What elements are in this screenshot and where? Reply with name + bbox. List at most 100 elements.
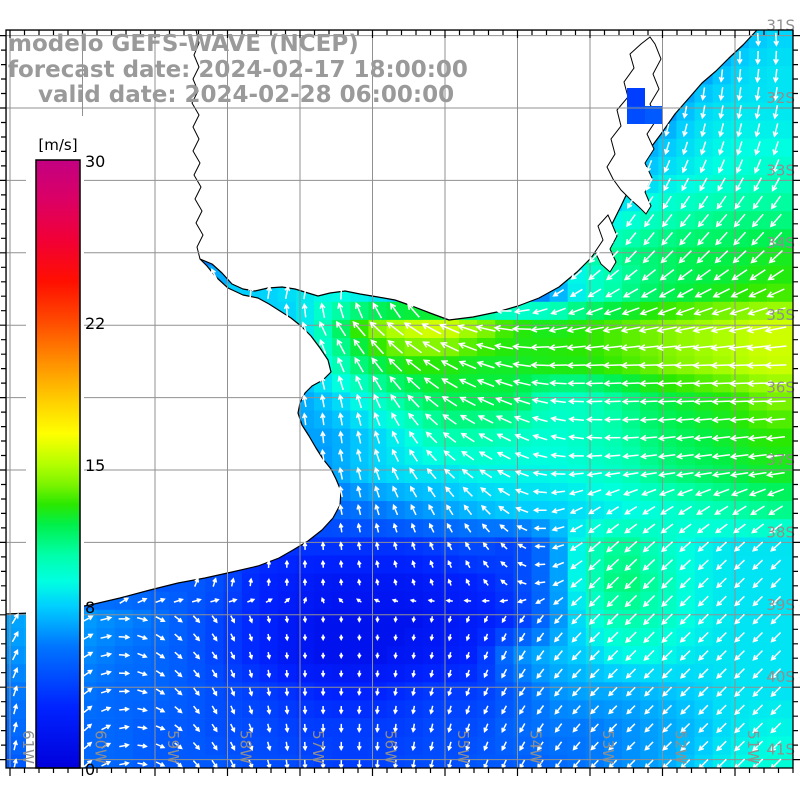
wind-direction-arrow [372,302,383,319]
wind-direction-arrow [679,213,691,228]
wind-cell [785,501,793,520]
wind-direction-arrow [752,577,764,589]
wind-direction-arrow [590,723,599,733]
wind-direction-arrow [585,380,604,387]
longitude-label: 54W [527,730,545,764]
wind-cell [205,754,224,768]
wind-direction-arrow [302,634,308,642]
wind-direction-arrow [446,522,453,533]
wind-direction-arrow [266,615,272,624]
wind-direction-arrow [644,723,654,733]
wind-direction-arrow [605,288,620,298]
wind-cell [241,754,261,768]
wind-direction-arrow [284,616,290,624]
wind-direction-arrow [355,393,363,409]
wind-direction-arrow [119,761,130,767]
wind-direction-arrow [752,704,764,716]
wind-direction-arrow [337,375,344,391]
lagoon-water-cell [627,106,645,124]
wind-direction-arrow [459,414,476,425]
wind-direction-arrow [356,559,362,568]
wind-direction-arrow [550,470,566,477]
wind-direction-arrow [501,705,508,715]
wind-direction-arrow [643,668,655,679]
wind-direction-arrow [694,471,712,478]
wind-direction-arrow [679,559,692,571]
wind-direction-arrow [679,541,692,553]
wind-direction-arrow [661,231,674,246]
wind-direction-arrow [357,616,362,623]
wind-direction-arrow [320,670,326,678]
wind-direction-arrow [679,631,691,643]
wind-direction-arrow [588,250,601,264]
wind-direction-arrow [371,357,384,373]
wind-direction-arrow [603,307,622,316]
longitude-label: 55W [454,730,472,764]
wind-direction-arrow [608,741,618,751]
wind-direction-arrow [589,631,601,643]
wind-direction-arrow [483,651,489,660]
wind-direction-arrow [483,615,489,624]
wind-direction-arrow [607,232,619,246]
wind-direction-arrow [338,688,344,697]
wind-cell [785,356,793,375]
latitude-label: 37S [766,451,795,469]
wind-direction-arrow [82,633,94,641]
wind-direction-arrow [393,616,398,623]
wind-direction-arrow [302,559,308,568]
wind-direction-arrow [771,177,781,192]
wind-direction-arrow [658,471,676,478]
wind-cell [785,573,793,593]
wind-direction-arrow [747,307,768,316]
wind-direction-arrow [427,485,436,498]
wind-direction-arrow [174,633,183,641]
wind-direction-arrow [393,687,398,697]
wind-direction-arrow [447,541,453,551]
wind-direction-arrow [734,722,745,734]
wind-direction-arrow [210,268,218,281]
wind-direction-arrow [734,740,746,752]
wind-direction-arrow [411,560,416,568]
wind-direction-arrow [155,688,166,695]
wind-direction-arrow [772,86,779,102]
wind-direction-arrow [748,288,767,298]
wind-direction-arrow [517,543,527,550]
wind-direction-arrow [514,488,529,496]
wind-direction-arrow [192,633,201,642]
wind-direction-arrow [119,724,130,730]
wind-direction-arrow [728,361,751,369]
wind-direction-arrow [375,688,380,697]
wind-direction-arrow [514,433,530,442]
longitude-label: 61W [19,730,37,764]
wind-direction-arrow [681,141,689,156]
wind-direction-arrow [302,687,308,697]
wind-direction-arrow [681,159,689,174]
wind-direction-arrow [531,397,549,404]
wind-direction-arrow [678,250,692,264]
wind-direction-arrow [439,341,459,352]
wind-direction-arrow [320,541,326,550]
wind-direction-arrow [429,687,434,697]
wind-direction-arrow [393,705,398,715]
wind-direction-arrow [391,466,399,480]
wind-direction-arrow [284,705,290,715]
wind-direction-arrow [567,380,585,387]
valid-date-line: valid date: 2024-02-28 06:00:00 [38,82,454,108]
wind-direction-arrow [372,375,383,391]
wind-direction-arrow [338,466,344,480]
wind-direction-arrow [248,687,254,697]
wind-direction-arrow [568,434,584,441]
wind-direction-arrow [193,669,201,678]
wind-direction-arrow [603,380,622,387]
wind-direction-arrow [699,159,707,174]
wind-direction-arrow [746,361,769,369]
wind-direction-arrow [695,269,711,281]
wind-direction-arrow [427,598,435,603]
wind-direction-arrow [536,723,544,733]
wind-direction-arrow [697,631,709,643]
wind-direction-arrow [389,375,402,391]
wind-cell [151,754,170,768]
wind-direction-arrow [608,723,618,733]
wind-direction-arrow [356,723,362,733]
wind-direction-arrow [284,559,290,568]
